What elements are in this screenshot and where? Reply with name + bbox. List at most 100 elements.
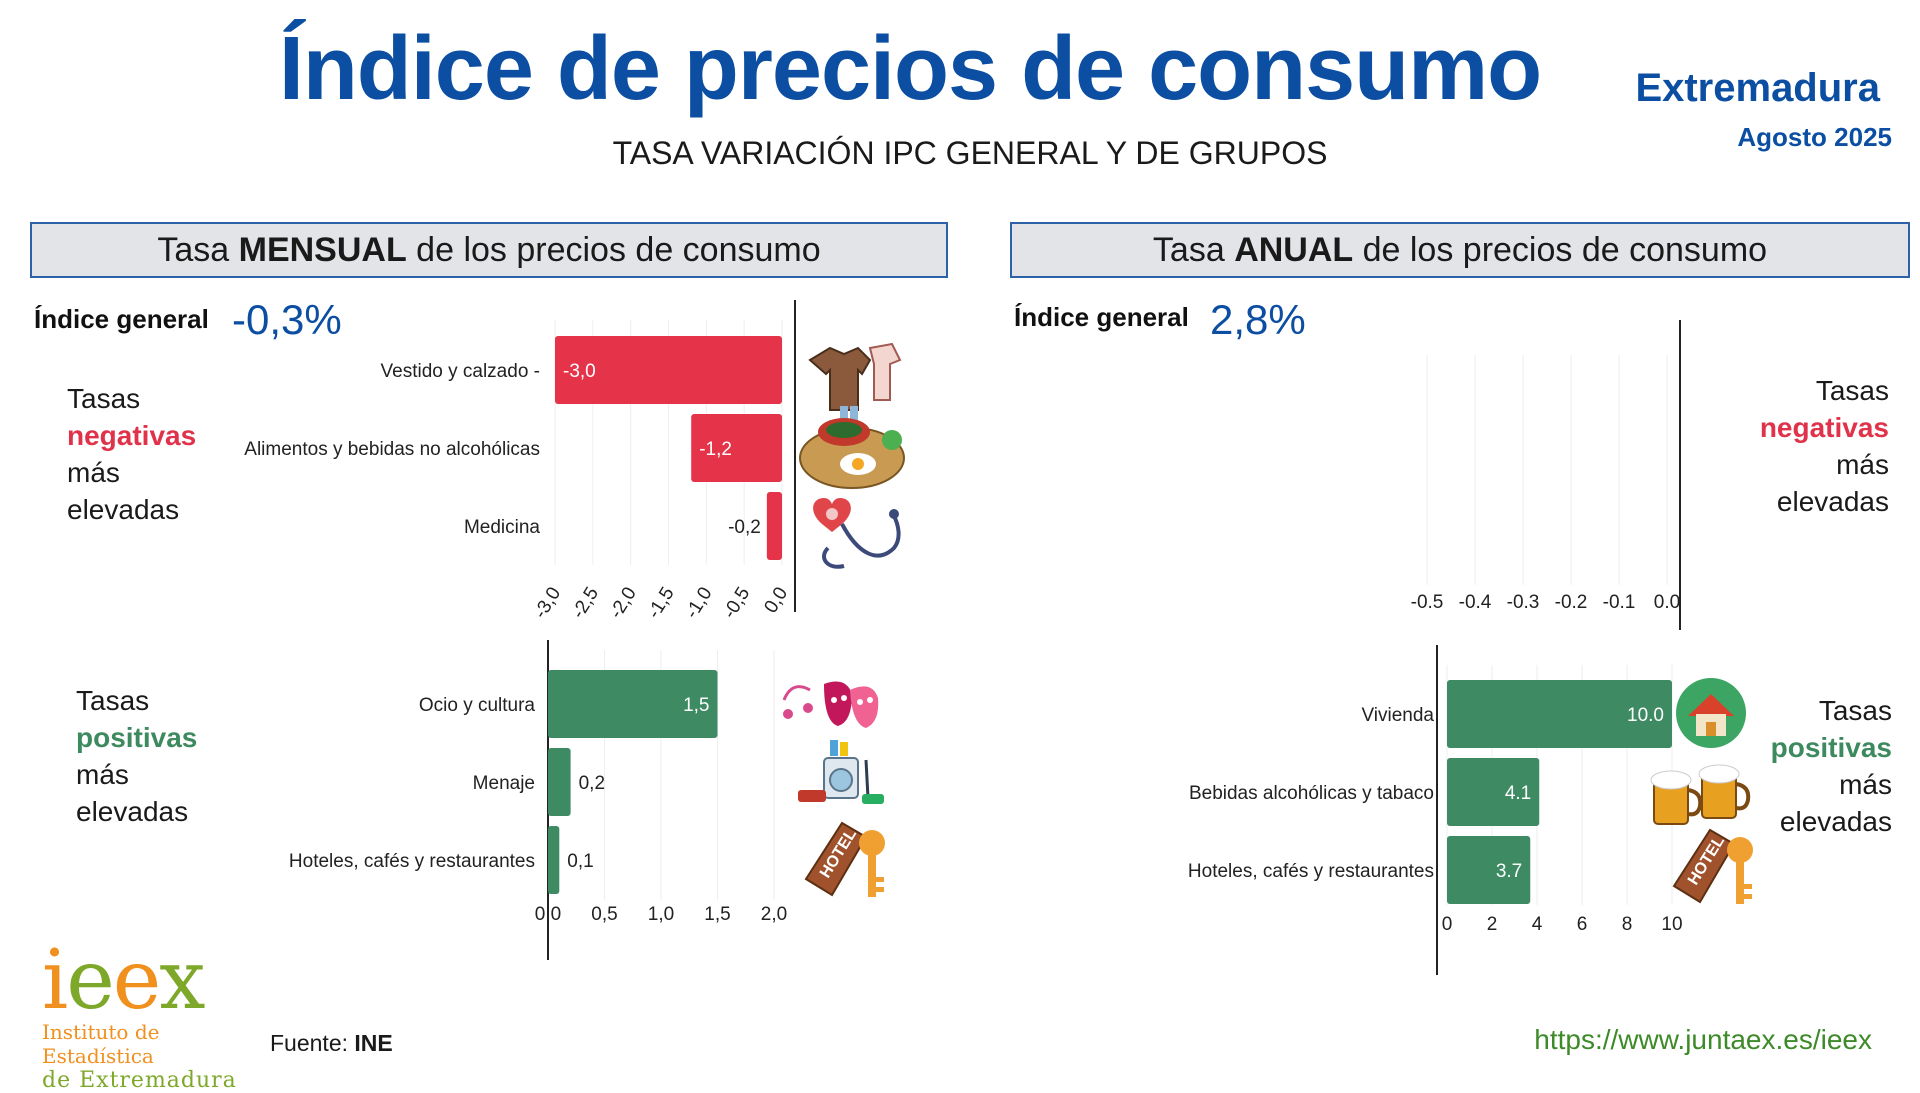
bar bbox=[555, 336, 782, 404]
monthly-positive-chart: 0,0 0,5 1,0 1,5 2,0 Ocio y cultura 1,5 Menaje 0,… bbox=[289, 640, 787, 960]
bar bbox=[1447, 680, 1672, 748]
page-subtitle: TASA VARIACIÓN IPC GENERAL Y DE GRUPOS bbox=[612, 135, 1328, 171]
note-line: elevadas bbox=[1776, 486, 1889, 517]
category-label: Hoteles, cafés y restaurantes bbox=[1188, 861, 1434, 882]
tick-label: -0.3 bbox=[1507, 592, 1540, 613]
annual-header-bold: ANUAL bbox=[1234, 231, 1354, 269]
tick-label: -0.4 bbox=[1459, 592, 1492, 613]
tick-label: 4 bbox=[1532, 914, 1543, 935]
source-note: Fuente: INE bbox=[270, 1030, 393, 1057]
value-label: 0,2 bbox=[579, 773, 605, 794]
note-line: más bbox=[76, 759, 129, 790]
note-line: Tasas bbox=[76, 685, 150, 716]
monthly-panel-header: Tasa MENSUAL de los precios de consumo bbox=[30, 222, 948, 278]
category-label: Hoteles, cafés y restaurantes bbox=[289, 851, 535, 872]
value-label: -0,2 bbox=[728, 517, 761, 538]
bar bbox=[1447, 836, 1531, 904]
value-label: 3.7 bbox=[1496, 861, 1522, 882]
tick-label: 1,5 bbox=[704, 904, 730, 925]
category-label: Ocio y cultura bbox=[419, 695, 536, 716]
category-label: Vivienda bbox=[1361, 705, 1434, 726]
tick-label: 2,0 bbox=[761, 904, 787, 925]
tick-label: 0 bbox=[1442, 914, 1453, 935]
source-label: Fuente: bbox=[270, 1030, 355, 1056]
monthly-header-post: de los precios de consumo bbox=[406, 231, 821, 269]
annual-general-label: Índice general bbox=[1014, 302, 1189, 332]
food-plate-icon bbox=[799, 418, 905, 489]
value-label: 1,5 bbox=[683, 695, 709, 716]
category-label: Alimentos y bebidas no alcohólicas bbox=[244, 439, 540, 460]
tick-label: -0,5 bbox=[719, 584, 754, 623]
monthly-general-label: Índice general bbox=[34, 304, 209, 334]
value-label: 10.0 bbox=[1627, 705, 1664, 726]
annual-negative-note: Tasas negativas más elevadas bbox=[1760, 372, 1889, 520]
theater-masks-icon bbox=[782, 681, 879, 728]
monthly-positive-note: Tasas positivas más elevadas bbox=[76, 682, 197, 830]
tick-label: 2 bbox=[1487, 914, 1498, 935]
stethoscope-icon bbox=[813, 498, 901, 569]
tick-label: 1,0 bbox=[648, 904, 674, 925]
value-label: -1,2 bbox=[699, 439, 732, 460]
note-line: más bbox=[67, 457, 120, 488]
note-positive-word: positivas bbox=[1770, 732, 1892, 763]
page-title: Índice de precios de consumo bbox=[278, 19, 1542, 119]
value-label: 0,1 bbox=[567, 851, 593, 872]
tick-label: 8 bbox=[1622, 914, 1633, 935]
tick-label: -0.2 bbox=[1555, 592, 1588, 613]
monthly-header-pre: Tasa bbox=[157, 231, 239, 269]
tick-label: -2,0 bbox=[606, 584, 641, 623]
value-label: 4.1 bbox=[1505, 783, 1531, 804]
bar bbox=[548, 670, 718, 738]
hotel-key-icon: HOTEL bbox=[1672, 828, 1753, 904]
note-line: elevadas bbox=[67, 494, 180, 525]
period-label: Agosto 2025 bbox=[1737, 122, 1892, 152]
annual-panel-header: Tasa ANUAL de los precios de consumo bbox=[1010, 222, 1910, 278]
category-label: Medicina bbox=[464, 517, 540, 538]
logo-name-line2: de Extremadura bbox=[42, 1068, 237, 1093]
tick-label: 6 bbox=[1577, 914, 1588, 935]
note-line: elevadas bbox=[1779, 806, 1892, 837]
annual-negative-chart: -0.5 -0.4 -0.3 -0.2 -0.1 0.0 bbox=[1411, 320, 1681, 630]
monthly-negative-note: Tasas negativas más elevadas bbox=[67, 380, 196, 528]
bar bbox=[548, 748, 571, 816]
annual-header-pre: Tasa bbox=[1152, 231, 1235, 269]
bar bbox=[691, 414, 782, 482]
note-line: Tasas bbox=[67, 383, 141, 414]
annual-positive-note: Tasas positivas más elevadas bbox=[1771, 692, 1892, 840]
note-line: Tasas bbox=[1815, 375, 1889, 406]
hotel-key-icon: HOTEL bbox=[804, 821, 885, 897]
note-positive-word: positivas bbox=[76, 722, 198, 753]
annual-header-post: de los precios de consumo bbox=[1353, 231, 1768, 269]
ieex-logo: ieex Instituto de Estadística de Extrema… bbox=[42, 940, 242, 1093]
footer-link[interactable]: https://www.juntaex.es/ieex bbox=[1534, 1024, 1872, 1055]
source-value: INE bbox=[354, 1030, 393, 1056]
household-appliances-icon bbox=[798, 740, 884, 804]
annual-positive-chart: 0 2 4 6 8 10 Vivienda 10.0 Bebidas alcohólicas y… bbox=[1188, 645, 1683, 975]
monthly-general-value: -0,3% bbox=[232, 296, 342, 343]
value-label: -3,0 bbox=[563, 361, 596, 382]
note-negative-word: negativas bbox=[67, 420, 197, 451]
tick-label: -1,5 bbox=[644, 584, 679, 623]
note-line: más bbox=[1836, 449, 1889, 480]
tick-label: 0,5 bbox=[591, 904, 617, 925]
house-icon bbox=[1676, 678, 1746, 748]
tick-label: -2,5 bbox=[568, 584, 603, 623]
category-label: Bebidas alcohólicas y tabaco bbox=[1189, 783, 1434, 804]
tick-label: 0.0 bbox=[1654, 592, 1680, 613]
bar bbox=[548, 826, 560, 894]
category-label: Menaje bbox=[473, 773, 535, 794]
note-line: elevadas bbox=[76, 796, 189, 827]
note-negative-word: negativas bbox=[1759, 412, 1889, 443]
region-label: Extremadura bbox=[1635, 66, 1880, 110]
tick-label: 0,0 bbox=[535, 904, 561, 925]
note-line: más bbox=[1839, 769, 1892, 800]
tick-label: -3,0 bbox=[530, 584, 565, 623]
tick-label: -0.5 bbox=[1411, 592, 1444, 613]
note-line: Tasas bbox=[1818, 695, 1892, 726]
tick-label: 10 bbox=[1661, 914, 1682, 935]
category-label: Vestido y calzado - bbox=[381, 361, 540, 382]
monthly-header-bold: MENSUAL bbox=[238, 231, 407, 269]
bar bbox=[766, 492, 782, 560]
